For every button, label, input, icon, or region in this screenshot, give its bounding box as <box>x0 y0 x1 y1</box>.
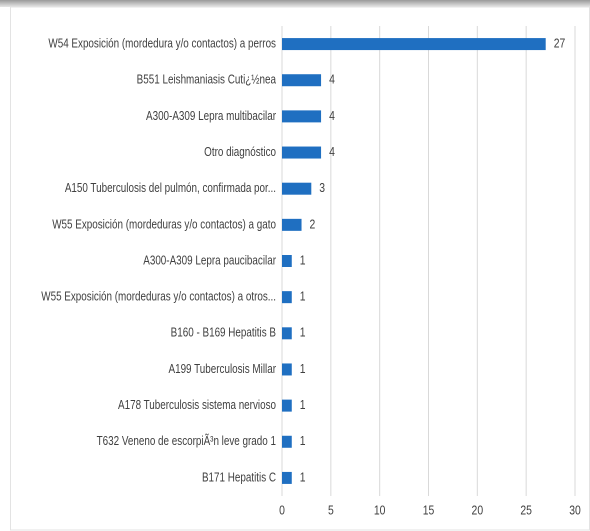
y-tick-label: B160 - B169 Hepatitis B <box>171 327 277 341</box>
bar <box>282 110 322 123</box>
y-tick-label: W55 Exposición (mordeduras y/o contactos… <box>41 290 276 304</box>
data-label: 4 <box>329 145 335 159</box>
x-tick-label: 0 <box>279 503 285 517</box>
bar <box>282 363 292 376</box>
bar <box>282 435 292 448</box>
data-label: 4 <box>329 73 335 87</box>
x-tick-label: 30 <box>569 503 581 517</box>
bar <box>282 38 546 51</box>
data-label: 1 <box>300 434 306 448</box>
bar <box>282 255 292 267</box>
top-border <box>0 0 590 7</box>
data-label: 3 <box>319 181 325 195</box>
x-tick-label: 20 <box>472 503 484 517</box>
y-tick-label: Otro diagnóstico <box>204 146 276 160</box>
data-label: 1 <box>300 290 306 304</box>
y-tick-label: A178 Tuberculosis sistema nervioso <box>118 399 276 413</box>
bar <box>282 218 302 231</box>
y-tick-label: W54 Exposición (mordedura y/o contactos)… <box>48 37 276 51</box>
y-tick-label: A300-A309 Lepra multibacilar <box>146 110 276 124</box>
y-tick-label: W55 Exposición (mordeduras y/o contactos… <box>52 218 276 232</box>
data-label: 1 <box>300 362 306 376</box>
bar <box>282 471 292 484</box>
bar <box>282 146 322 159</box>
bar <box>282 182 312 195</box>
x-tick-label: 5 <box>328 503 334 517</box>
x-tick-label: 25 <box>520 503 532 517</box>
bar <box>282 327 292 340</box>
data-label: 1 <box>300 326 306 340</box>
y-tick-label: B551 Leishmaniasis Cuti¿½nea <box>137 74 277 88</box>
x-tick-label: 15 <box>423 503 435 517</box>
data-label: 1 <box>300 253 306 267</box>
data-label: 2 <box>310 217 316 231</box>
y-tick-label: A199 Tuberculosis Millar <box>169 363 277 377</box>
y-tick-label: A300-A309 Lepra paucibacilar <box>143 254 276 268</box>
x-tick-label: 10 <box>374 503 386 517</box>
bar <box>282 399 292 412</box>
bar <box>282 291 292 304</box>
y-tick-label: A150 Tuberculosis del pulmón, confirmada… <box>65 182 276 196</box>
data-label: 1 <box>300 398 306 412</box>
data-label: 4 <box>329 109 335 123</box>
data-label: 1 <box>300 470 306 484</box>
bar <box>282 74 322 87</box>
data-label: 27 <box>554 36 566 50</box>
y-tick-label: B171 Hepatitis C <box>202 471 276 485</box>
y-tick-label: T632 Veneno de escorpiÃ³n leve grado 1 <box>97 434 276 449</box>
